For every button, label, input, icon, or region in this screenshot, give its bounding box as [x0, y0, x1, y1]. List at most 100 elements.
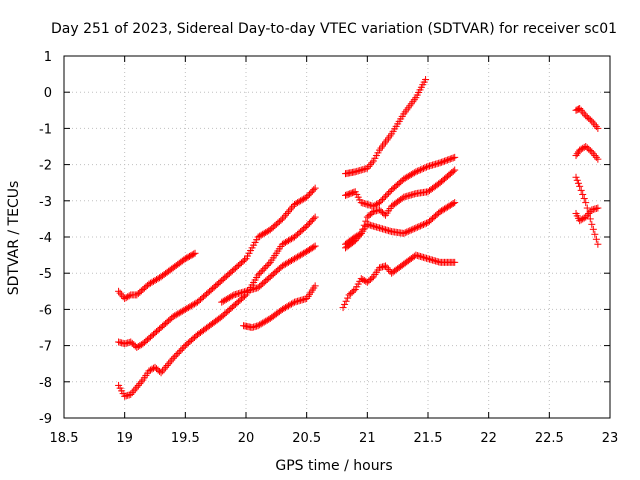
data-point	[280, 239, 288, 247]
data-point	[591, 230, 599, 238]
data-point	[177, 308, 185, 316]
data-point	[137, 378, 145, 386]
data-point	[451, 153, 459, 161]
data-point	[175, 309, 183, 317]
data-point	[262, 263, 270, 271]
data-point	[441, 205, 449, 213]
data-point	[154, 275, 162, 283]
data-points	[115, 76, 602, 400]
data-point	[591, 152, 599, 160]
data-point	[278, 240, 286, 248]
data-point	[576, 182, 584, 190]
data-point	[145, 367, 153, 375]
data-point	[448, 200, 456, 208]
data-point	[145, 280, 153, 288]
y-tick-label: -1	[39, 122, 52, 137]
data-point	[124, 293, 132, 301]
data-point	[385, 189, 393, 197]
data-point	[443, 203, 451, 211]
data-point	[588, 117, 596, 125]
data-point	[263, 316, 271, 324]
data-point	[310, 186, 318, 194]
data-point	[256, 269, 264, 277]
data-point	[341, 300, 349, 308]
data-point	[413, 223, 421, 231]
data-point	[262, 228, 270, 236]
grid-lines	[63, 55, 611, 419]
data-point	[576, 104, 584, 112]
data-point	[146, 366, 154, 374]
data-point	[419, 221, 427, 229]
data-point	[589, 225, 597, 233]
data-point	[398, 194, 406, 202]
data-point	[382, 192, 390, 200]
data-point	[406, 227, 414, 235]
data-point	[180, 306, 188, 314]
y-tick-label: -8	[39, 376, 52, 391]
data-point	[418, 165, 426, 173]
data-point	[416, 222, 424, 230]
axis-ticks: 18.5 19 19.5 20 20.5 21 21.5 22 22.5 23 -9 -8 -7 -6 -5…	[39, 50, 618, 446]
data-point	[184, 304, 192, 312]
data-point	[131, 385, 139, 393]
data-point	[221, 296, 229, 304]
data-point	[151, 276, 159, 284]
data-point	[190, 300, 198, 308]
data-point	[311, 242, 319, 250]
data-point	[592, 123, 600, 131]
data-point	[366, 161, 374, 169]
data-point	[259, 319, 267, 327]
data-point	[409, 170, 417, 178]
data-point	[375, 199, 383, 207]
data-point	[260, 265, 268, 273]
data-point	[577, 186, 585, 194]
data-point	[281, 238, 289, 246]
data-point	[588, 220, 596, 228]
data-point	[407, 171, 415, 179]
data-point	[227, 293, 235, 301]
data-point	[284, 208, 292, 216]
data-point	[183, 304, 191, 312]
y-tick-label: -7	[39, 340, 52, 355]
data-point	[591, 121, 599, 129]
data-point	[446, 155, 454, 163]
data-point	[177, 346, 185, 354]
data-point	[586, 116, 594, 124]
data-point	[180, 343, 188, 351]
y-axis-label: SDTVAR / TECUs	[6, 181, 22, 296]
data-point	[136, 380, 144, 388]
data-point	[283, 259, 291, 267]
data-point	[260, 318, 268, 326]
data-point	[573, 150, 581, 158]
data-point	[289, 256, 297, 264]
data-point	[572, 152, 580, 160]
data-point	[116, 289, 124, 297]
data-point	[291, 200, 299, 208]
data-point	[401, 229, 409, 237]
data-point	[592, 235, 600, 243]
data-point	[284, 302, 292, 310]
data-point	[286, 206, 294, 214]
data-point	[383, 191, 391, 199]
data-point	[311, 213, 319, 221]
data-point	[438, 207, 446, 215]
data-point	[278, 215, 286, 223]
y-tick-label: -6	[39, 303, 52, 318]
data-point	[311, 282, 319, 290]
data-point	[585, 209, 593, 217]
data-point	[277, 216, 285, 224]
data-point	[404, 227, 412, 235]
data-point	[175, 348, 183, 356]
data-point	[310, 243, 318, 251]
data-point	[281, 211, 289, 219]
data-point	[292, 200, 300, 208]
data-point	[165, 360, 173, 368]
x-tick-label: 22	[480, 431, 497, 446]
x-tick-label: 23	[602, 431, 619, 446]
data-point	[263, 262, 271, 270]
data-point	[586, 147, 594, 155]
data-point	[577, 106, 585, 114]
data-point	[594, 240, 602, 248]
data-point	[256, 232, 264, 240]
data-point	[254, 233, 262, 241]
